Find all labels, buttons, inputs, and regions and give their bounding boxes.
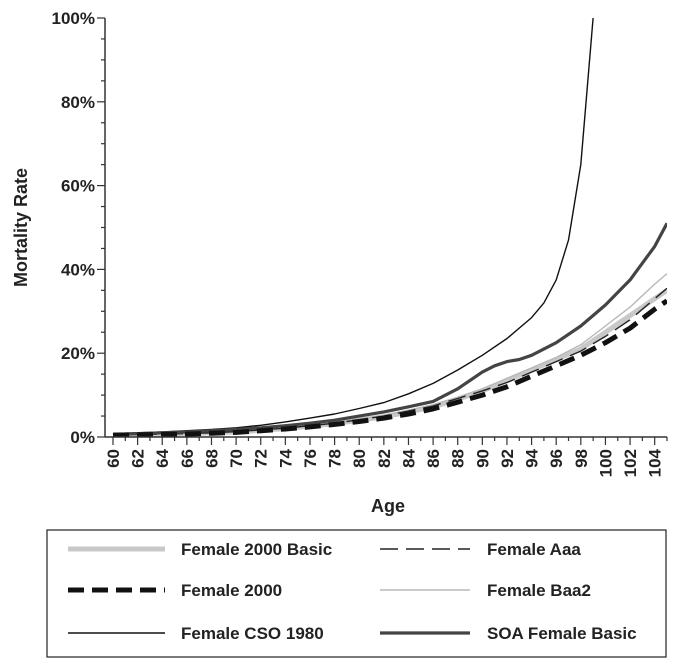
- x-tick-label: 82: [375, 449, 394, 468]
- axes: [104, 18, 667, 438]
- x-tick-label: 62: [129, 449, 148, 468]
- x-tick-label: 102: [621, 449, 640, 477]
- x-tick-label: 80: [350, 449, 369, 468]
- series-lines: [112, 18, 667, 437]
- series-line-female-2000-basic: [112, 288, 667, 437]
- x-tick-label: 74: [276, 448, 295, 467]
- x-tick-label: 76: [301, 449, 320, 468]
- series-line-soa-female-basic: [112, 222, 667, 437]
- x-tick-label: 86: [424, 449, 443, 468]
- x-tick-label: 98: [572, 449, 591, 468]
- y-tick-label: 80%: [61, 93, 95, 112]
- legend-label: Female 2000: [181, 581, 282, 600]
- x-tick-label: 94: [523, 448, 542, 467]
- x-tick-label: 100: [596, 449, 615, 477]
- y-tick-label: 20%: [61, 344, 95, 363]
- x-tick-label: 88: [449, 449, 468, 468]
- x-axis-ticks: 60 62 64 66 68 70 72 74 76 78 80 82 84 86 88 90 92 94 96 98…: [104, 437, 668, 477]
- x-tick-label: 72: [252, 449, 271, 468]
- x-tick-label: 70: [227, 449, 246, 468]
- x-tick-label: 90: [473, 449, 492, 468]
- x-tick-label: 96: [547, 449, 566, 468]
- x-tick-label: 84: [399, 448, 418, 467]
- x-axis-title: Age: [371, 496, 405, 516]
- series-line-female-2000: [112, 298, 667, 437]
- legend-label: Female Baa2: [487, 581, 591, 600]
- x-tick-label: 60: [104, 449, 123, 468]
- legend-label: Female 2000 Basic: [181, 540, 332, 559]
- legend-label: SOA Female Basic: [487, 624, 637, 643]
- y-axis-ticks: 0% 20% 40% 60% 80% 100%: [52, 9, 105, 447]
- x-tick-label: 66: [178, 449, 197, 468]
- x-tick-label: 64: [153, 448, 172, 467]
- legend-box: [46, 529, 667, 658]
- legend-label: Female Aaa: [487, 540, 581, 559]
- x-tick-label: 78: [326, 449, 345, 468]
- y-tick-label: 100%: [52, 9, 95, 28]
- x-tick-label: 92: [498, 449, 517, 468]
- y-axis-title: Mortality Rate: [11, 168, 31, 287]
- series-line-female-cso-1980: [112, 18, 594, 435]
- legend: Female 2000 Basic Female Aaa Female 2000 Fe…: [46, 529, 667, 658]
- y-tick-label: 60%: [61, 177, 95, 196]
- y-tick-label: 40%: [61, 260, 95, 279]
- x-tick-label: 104: [646, 448, 665, 477]
- x-tick-label: 68: [202, 449, 221, 468]
- legend-label: Female CSO 1980: [181, 624, 324, 643]
- y-tick-label: 0%: [70, 428, 95, 447]
- series-line-female-aaa: [112, 287, 667, 436]
